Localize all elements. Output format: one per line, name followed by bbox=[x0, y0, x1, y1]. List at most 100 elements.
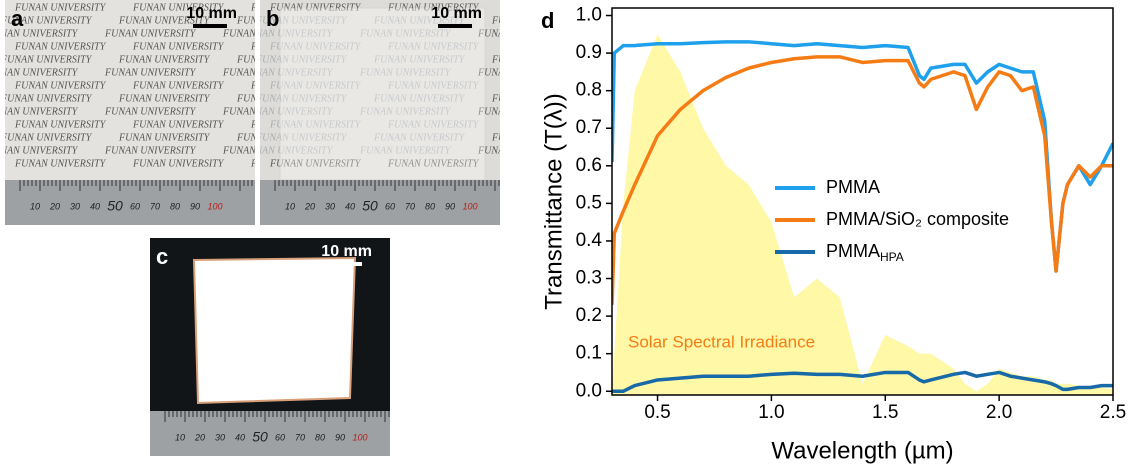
ruler-label: 20 bbox=[304, 201, 315, 211]
sheet-text: FUNAN UNIVERSITY bbox=[359, 145, 452, 156]
sheet-text: FUNAN UNIVERSITY bbox=[0, 15, 93, 26]
sheet-text: FUNAN UNIVERSITY bbox=[241, 67, 334, 78]
area-annotation: Solar Spectral Irradiance bbox=[628, 332, 815, 351]
sheet-text: FUNAN UNIVERSITY bbox=[387, 119, 480, 130]
ruler-label: 90 bbox=[445, 201, 455, 211]
sheet-text: FUNAN UNIVERSITY bbox=[14, 2, 107, 13]
sheet-text: FUNAN UNIVERSITY bbox=[269, 80, 362, 91]
sheet-text: FUNAN UNIVERSITY bbox=[14, 119, 107, 130]
y-tick-label: 0.5 bbox=[576, 192, 602, 213]
sheet-text: FUNAN UNIVERSITY bbox=[387, 158, 480, 169]
x-tick-label: 2.0 bbox=[986, 402, 1012, 423]
sheet-text: FUNAN UNIVERSITY bbox=[255, 132, 348, 143]
sheet-text: FUNAN UNIVERSITY bbox=[104, 67, 197, 78]
y-tick-label: 0.4 bbox=[576, 230, 603, 251]
y-axis-label: Transmittance (T(λ)) bbox=[540, 93, 567, 309]
ruler-label: 60 bbox=[275, 432, 285, 442]
sheet-text: FUNAN UNIVERSITY bbox=[250, 2, 343, 13]
sheet-text: FUNAN UNIVERSITY bbox=[477, 67, 570, 78]
sheet-text: FUNAN UNIVERSITY bbox=[236, 93, 329, 104]
sheet-text: FUNAN UNIVERSITY bbox=[132, 80, 225, 91]
sheet-text: FUNAN UNIVERSITY bbox=[250, 41, 343, 52]
sheet-text: FUNAN UNIVERSITY bbox=[222, 106, 315, 117]
ruler-label: 30 bbox=[215, 432, 225, 442]
sheet-text: FUNAN UNIVERSITY bbox=[0, 106, 79, 117]
white-sheet bbox=[192, 256, 357, 405]
panel-label: d bbox=[541, 8, 554, 33]
sheet-text: FUNAN UNIVERSITY bbox=[118, 93, 211, 104]
sheet-text: FUNAN UNIVERSITY bbox=[250, 80, 343, 91]
y-tick-label: 0.1 bbox=[576, 343, 602, 364]
ruler-label: 50 bbox=[252, 429, 268, 445]
ruler-label: 40 bbox=[235, 432, 245, 442]
sheet-text: FUNAN UNIVERSITY bbox=[14, 80, 107, 91]
sheet-text: FUNAN UNIVERSITY bbox=[255, 54, 348, 65]
ruler-label: 40 bbox=[345, 201, 355, 211]
sheet-text: FUNAN UNIVERSITY bbox=[241, 106, 334, 117]
ruler-label: 80 bbox=[315, 432, 325, 442]
sheet-text: FUNAN UNIVERSITY bbox=[387, 2, 480, 13]
sheet-text: FUNAN UNIVERSITY bbox=[491, 93, 584, 104]
sheet-text: FUNAN UNIVERSITY bbox=[477, 145, 570, 156]
sheet-text: FUNAN UNIVERSITY bbox=[132, 41, 225, 52]
ruler-label: 20 bbox=[194, 432, 205, 442]
ruler-label: 50 bbox=[362, 198, 378, 214]
series-line bbox=[612, 55, 1113, 305]
ruler-label: 30 bbox=[70, 201, 80, 211]
sheet-text: FUNAN UNIVERSITY bbox=[0, 132, 93, 143]
sheet-text: FUNAN UNIVERSITY bbox=[118, 15, 211, 26]
ruler-label: 10 bbox=[285, 201, 295, 211]
panel-label: a bbox=[11, 6, 24, 31]
sheet-text: FUNAN UNIVERSITY bbox=[104, 28, 197, 39]
sheet-text: FUNAN UNIVERSITY bbox=[359, 28, 452, 39]
y-tick-label: 1.0 bbox=[576, 5, 602, 26]
legend-label: PMMA bbox=[826, 177, 880, 197]
legend-text: PMMA bbox=[826, 177, 880, 197]
legend-subscript: HPA bbox=[880, 250, 904, 264]
ruler bbox=[260, 180, 500, 225]
legend-text: PMMA/SiO₂ composite bbox=[826, 209, 1009, 229]
sheet-text: FUNAN UNIVERSITY bbox=[250, 158, 343, 169]
panel-label: c bbox=[156, 244, 168, 269]
series-line bbox=[612, 370, 1113, 393]
transparent-sheet bbox=[279, 7, 486, 181]
ruler bbox=[150, 411, 390, 456]
sheet-text: FUNAN UNIVERSITY bbox=[269, 2, 362, 13]
sheet-text: FUNAN UNIVERSITY bbox=[241, 145, 334, 156]
y-tick-label: 0.8 bbox=[576, 80, 602, 101]
sheet-text: FUNAN UNIVERSITY bbox=[250, 119, 343, 130]
ruler-label: 60 bbox=[385, 201, 395, 211]
y-tick-label: 0.3 bbox=[576, 268, 602, 289]
sheet-text: FUNAN UNIVERSITY bbox=[373, 54, 466, 65]
ruler-label: 90 bbox=[190, 201, 200, 211]
ruler-label: 100 bbox=[207, 201, 222, 211]
sheet-text: FUNAN UNIVERSITY bbox=[104, 106, 197, 117]
y-tick-label: 0.9 bbox=[576, 42, 602, 63]
ruler-label: 60 bbox=[130, 201, 140, 211]
sheet-text: FUNAN UNIVERSITY bbox=[118, 54, 211, 65]
ruler-label: 70 bbox=[150, 201, 160, 211]
sheet-text: FUNAN UNIVERSITY bbox=[0, 54, 93, 65]
sheet-text: FUNAN UNIVERSITY bbox=[269, 41, 362, 52]
legend-label: PMMAHPA bbox=[826, 241, 904, 264]
sheet-text: FUNAN UNIVERSITY bbox=[255, 15, 348, 26]
solar-area bbox=[612, 34, 1113, 395]
scale-bar-label: 10 mm bbox=[186, 5, 237, 22]
x-tick-label: 1.0 bbox=[758, 402, 784, 423]
sheet-text: FUNAN UNIVERSITY bbox=[373, 15, 466, 26]
ruler-label: 100 bbox=[352, 432, 367, 442]
sheet-text: FUNAN UNIVERSITY bbox=[269, 158, 362, 169]
ruler bbox=[5, 180, 255, 225]
sheet-text: FUNAN UNIVERSITY bbox=[241, 28, 334, 39]
plot-area bbox=[612, 34, 1113, 395]
sheet-text: FUNAN UNIVERSITY bbox=[222, 28, 315, 39]
sheet-text: FUNAN UNIVERSITY bbox=[0, 28, 79, 39]
x-tick-label: 2.5 bbox=[1100, 402, 1126, 423]
sheet-text: FUNAN UNIVERSITY bbox=[373, 132, 466, 143]
scale-bar-label: 10 mm bbox=[321, 243, 372, 260]
sheet-text: FUNAN UNIVERSITY bbox=[387, 41, 480, 52]
ruler-label: 70 bbox=[405, 201, 415, 211]
